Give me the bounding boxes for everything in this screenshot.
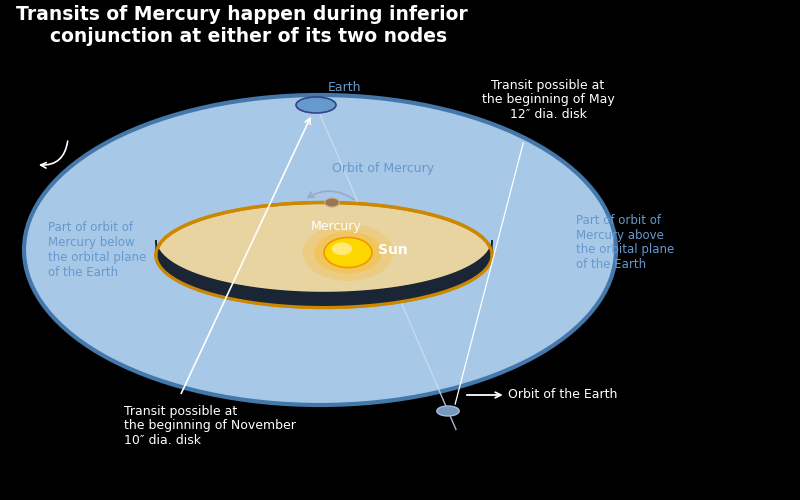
Text: Transit possible at
the beginning of November
10″ dia. disk: Transit possible at the beginning of Nov… [124, 404, 296, 448]
Circle shape [325, 198, 339, 207]
Circle shape [324, 238, 372, 268]
Ellipse shape [156, 202, 492, 308]
Circle shape [302, 224, 394, 281]
Ellipse shape [296, 97, 336, 113]
Circle shape [332, 242, 352, 255]
Text: Part of orbit of
Mercury above
the orbital plane
of the Earth: Part of orbit of Mercury above the orbit… [576, 214, 674, 272]
Text: Transit possible at
the beginning of May
12″ dia. disk: Transit possible at the beginning of May… [482, 78, 614, 122]
Ellipse shape [24, 95, 616, 405]
Text: Transits of Mercury happen during inferior
  conjunction at either of its two no: Transits of Mercury happen during inferi… [16, 5, 468, 46]
Text: Orbit of the Earth: Orbit of the Earth [508, 388, 618, 402]
Circle shape [314, 232, 382, 274]
Ellipse shape [437, 406, 459, 416]
Text: Orbit of Mercury: Orbit of Mercury [332, 162, 434, 175]
Text: Part of orbit of
Mercury below
the orbital plane
of the Earth: Part of orbit of Mercury below the orbit… [48, 221, 146, 279]
Text: Sun: Sun [378, 243, 408, 257]
Text: Earth: Earth [328, 81, 362, 94]
Text: Mercury: Mercury [310, 220, 362, 233]
Polygon shape [156, 240, 492, 308]
